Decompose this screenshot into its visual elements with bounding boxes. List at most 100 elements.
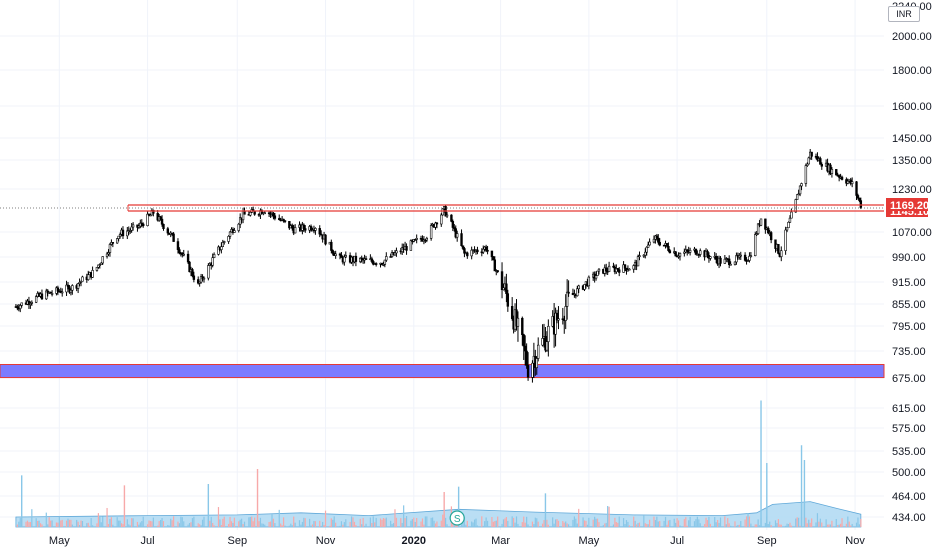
candle-body — [505, 283, 508, 294]
volume-bar — [653, 516, 655, 527]
volume-bar — [369, 517, 371, 527]
candle-body — [777, 244, 780, 254]
grid-lines — [0, 0, 884, 530]
volume-bar — [139, 522, 141, 527]
volume-bar — [845, 523, 847, 527]
price-tick-label: 915.00 — [892, 277, 926, 289]
volume-bar — [673, 518, 675, 527]
candle-body — [810, 151, 813, 157]
candle-body — [749, 255, 753, 258]
split-marker[interactable]: S — [449, 510, 465, 526]
volume-bar — [481, 516, 483, 527]
candle-body — [61, 291, 64, 294]
price-tick-label: 464.00 — [892, 491, 926, 503]
candle-body — [415, 237, 418, 240]
volume-bar — [190, 522, 192, 527]
candle-body — [526, 365, 530, 378]
volume-bar — [790, 525, 793, 527]
volume-bar — [309, 518, 311, 527]
candle-body — [79, 280, 83, 283]
volume-bar — [638, 522, 641, 527]
volume-bar — [31, 509, 33, 527]
candle-body — [393, 252, 397, 256]
volume-bar — [643, 515, 645, 527]
candle-body — [655, 235, 659, 239]
volume-bar — [390, 520, 392, 527]
volume-bar — [67, 518, 69, 527]
candle-body — [20, 302, 23, 306]
candle-body — [729, 263, 732, 266]
candle-body — [131, 224, 135, 228]
volume-bar — [158, 521, 160, 527]
candle-body — [324, 234, 327, 245]
volume-bar — [405, 516, 408, 527]
candle-body — [243, 210, 246, 215]
price-tick-label: 535.00 — [892, 446, 926, 458]
volume-bar — [222, 518, 224, 527]
candle-body — [677, 255, 680, 258]
candle-body — [314, 228, 317, 231]
candle-body — [541, 338, 544, 346]
candle-body — [45, 290, 48, 300]
volume-bar — [566, 523, 568, 527]
candle-body — [354, 255, 358, 262]
volume-bar — [501, 523, 503, 527]
volume-bar — [533, 524, 535, 527]
volume-bar — [324, 510, 327, 527]
volume-bar — [400, 518, 402, 527]
volume-bar — [594, 516, 596, 527]
candle-body — [126, 230, 129, 237]
candle-body — [176, 241, 180, 250]
candle-body — [78, 282, 81, 284]
candle-body — [97, 264, 100, 268]
volume-bar — [485, 517, 487, 527]
candle-body — [547, 326, 550, 342]
candle-body — [263, 212, 266, 215]
candle-body — [723, 258, 727, 264]
candle-body — [755, 233, 758, 235]
volume-bar — [423, 524, 425, 527]
volume-bar — [634, 520, 636, 527]
candle-body — [273, 215, 277, 219]
time-axis[interactable]: May Jul Sep Nov 2020 Mar May Jul Sep Nov — [49, 535, 865, 547]
volume-bar — [193, 516, 195, 527]
candle-body — [564, 306, 567, 321]
candle-body — [382, 264, 385, 266]
volume-bar — [647, 524, 649, 527]
volume-bar — [232, 522, 234, 527]
volume-bar — [786, 523, 788, 527]
time-tick-label: Jul — [141, 535, 155, 547]
price-axis[interactable]: 2240.002000.001800.001600.001450.001350.… — [892, 1, 932, 524]
volume-bar — [350, 516, 353, 527]
volume-bar — [238, 521, 240, 527]
volume-bar — [89, 525, 91, 527]
volume-bar — [146, 524, 149, 527]
volume-bar — [200, 525, 202, 527]
candle-body — [688, 249, 692, 253]
volume-bar — [183, 521, 185, 527]
volume-bar — [421, 518, 424, 527]
candle-body — [302, 224, 306, 229]
currency-badge[interactable]: INR — [888, 6, 920, 22]
candle-body — [50, 293, 54, 295]
volume-bar — [635, 524, 638, 527]
volume-bar — [213, 525, 215, 527]
volume-bar — [779, 524, 781, 527]
volume-bar — [770, 525, 772, 527]
volume-bar — [774, 520, 777, 527]
candle-body — [221, 242, 225, 248]
volume-bar — [617, 522, 619, 527]
volume-bar — [659, 521, 661, 527]
volume-bar — [48, 517, 50, 527]
candle-body — [68, 286, 71, 293]
volume-bar — [492, 521, 494, 527]
candle-body — [466, 252, 469, 257]
volume-bar — [798, 517, 800, 527]
candle-body — [238, 217, 242, 225]
volume-bar — [615, 521, 617, 527]
candle-body — [71, 285, 74, 291]
volume-bar — [355, 525, 357, 527]
volume-bar — [829, 524, 832, 527]
volume-bar — [696, 516, 698, 527]
